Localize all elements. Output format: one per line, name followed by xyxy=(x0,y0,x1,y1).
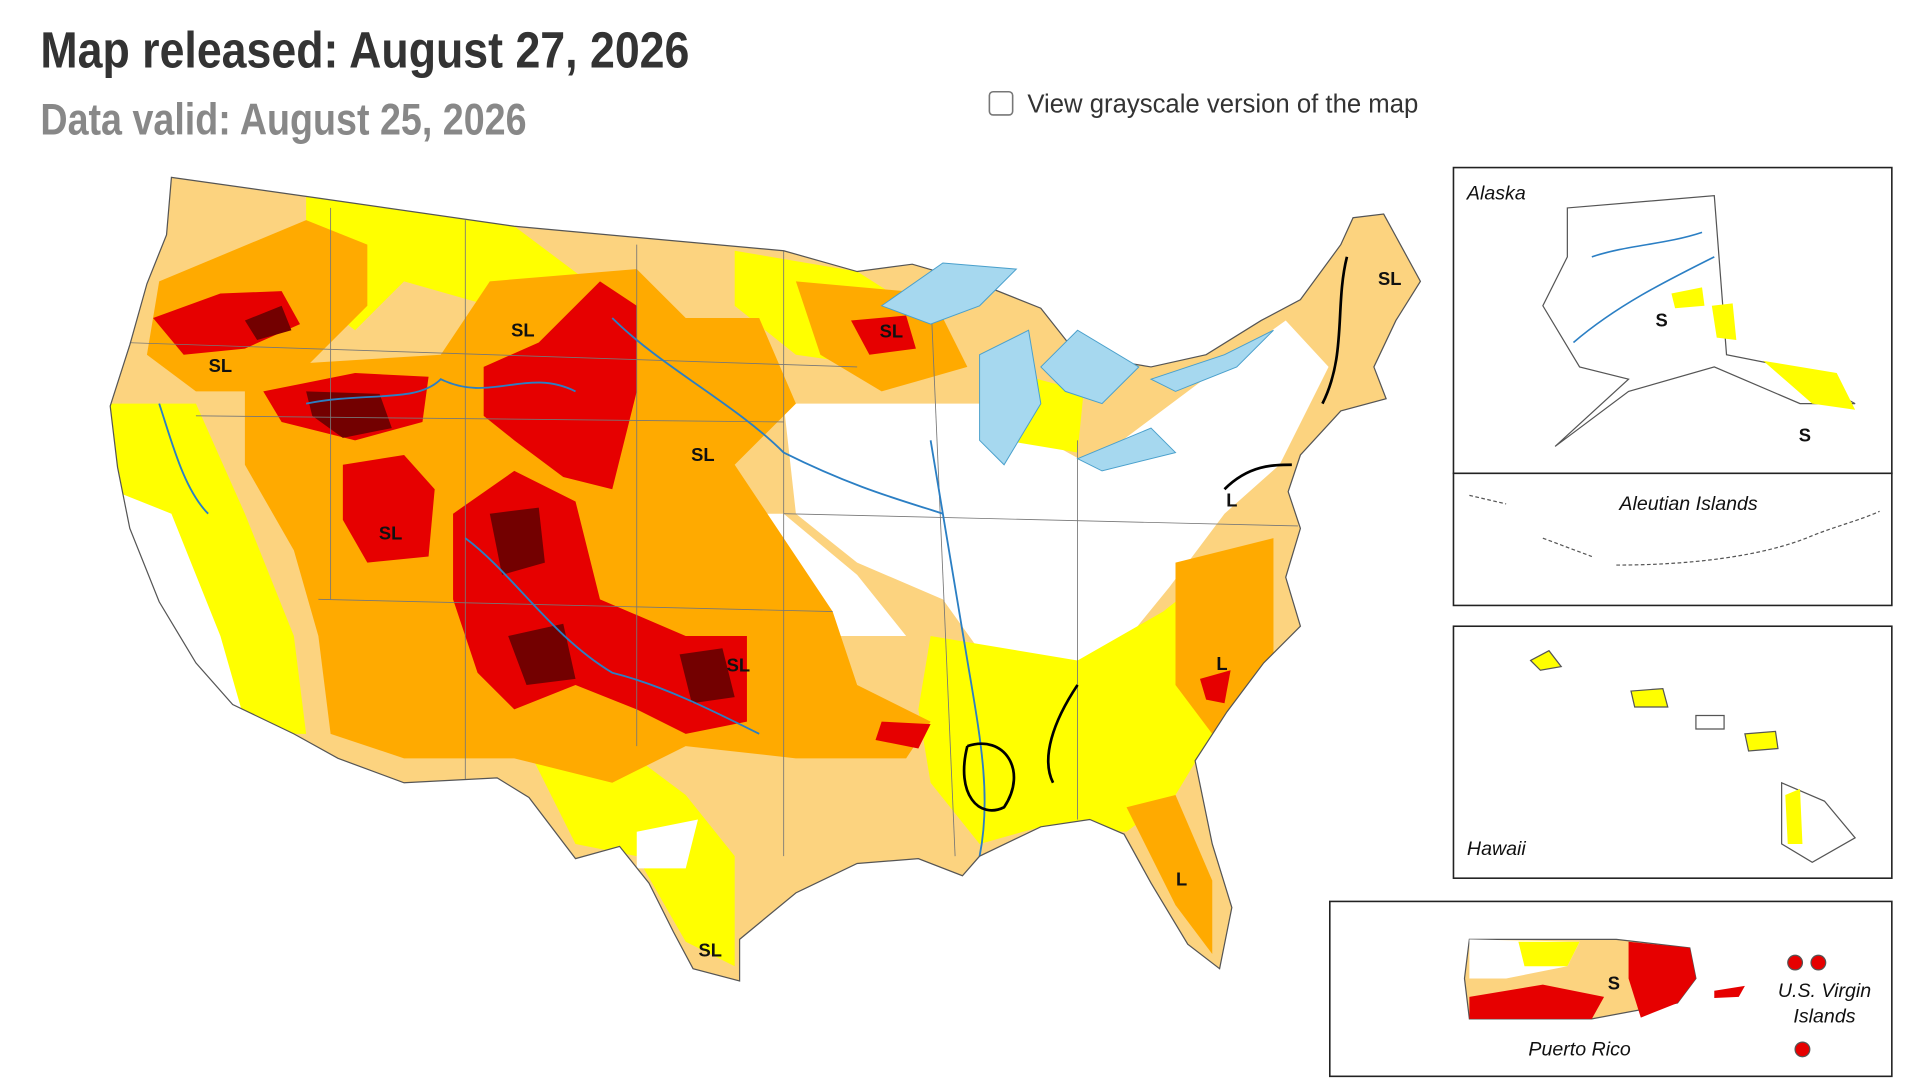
grayscale-checkbox[interactable] xyxy=(988,90,1014,116)
drought-area xyxy=(1126,795,1213,955)
impact-label: L xyxy=(1176,868,1187,889)
impact-boundary xyxy=(1321,256,1349,405)
drought-area xyxy=(153,291,300,355)
impact-label: L xyxy=(1216,653,1227,674)
insets: Alaska Aleutian Islands Hawaii Puerto Rico U… xyxy=(1329,166,1893,1078)
vieques xyxy=(1714,985,1745,999)
impact-boundary xyxy=(962,742,1016,812)
puerto-rico-d3 xyxy=(1628,941,1696,1018)
drought-area xyxy=(1200,670,1231,704)
state-border xyxy=(195,415,784,423)
hawaii-island xyxy=(1529,649,1563,671)
drought-areas xyxy=(110,195,1329,967)
drought-area xyxy=(679,648,735,704)
drought-area xyxy=(508,623,576,685)
river xyxy=(611,317,944,515)
virgin-island xyxy=(1810,954,1827,971)
virgin-island xyxy=(1787,954,1804,971)
impact-boundary xyxy=(1046,684,1079,784)
impact-label: SL xyxy=(511,319,534,340)
aleutian-chain xyxy=(1469,494,1880,566)
great-lake xyxy=(979,329,1042,466)
title: Map released: August 27, 2026 xyxy=(40,20,689,78)
hawaii-island xyxy=(1630,687,1669,708)
inset-title: U.S. Virgin xyxy=(1778,980,1871,1002)
inset-title: Alaska xyxy=(1466,182,1526,204)
impact-label: L xyxy=(1226,489,1237,510)
state-border xyxy=(122,342,858,368)
conus-map: SL SL SL SL SL SL L SL L L SL xyxy=(109,176,1422,982)
inset-title: Hawaii xyxy=(1467,838,1526,860)
impact-label: SL xyxy=(880,321,903,342)
impact-label: SL xyxy=(698,939,721,960)
drought-area xyxy=(851,315,916,355)
state-border xyxy=(930,293,956,857)
impact-label: S xyxy=(1608,972,1620,993)
impact-label: S xyxy=(1656,310,1668,331)
drought-area xyxy=(306,391,392,438)
puerto-rico-d3 xyxy=(1469,984,1605,1019)
inset-title: Islands xyxy=(1793,1006,1855,1028)
drought-area xyxy=(1175,538,1274,734)
impact-label: SL xyxy=(727,654,750,675)
impact-boundary xyxy=(1223,463,1292,491)
alaska-drought xyxy=(1711,303,1737,341)
state-border xyxy=(318,598,833,612)
great-lake xyxy=(1149,329,1274,392)
drought-area xyxy=(526,746,735,967)
inset-title: Puerto Rico xyxy=(1528,1039,1630,1061)
drought-area xyxy=(489,507,545,575)
impact-label: SL xyxy=(209,355,232,376)
river xyxy=(929,440,986,857)
great-lake xyxy=(1040,329,1140,405)
drought-area xyxy=(875,721,931,749)
impact-label: SL xyxy=(1378,268,1401,289)
virgin-island xyxy=(1794,1041,1811,1058)
impact-label: SL xyxy=(379,522,402,543)
drought-area xyxy=(783,320,1329,685)
drought-area xyxy=(636,819,698,869)
drought-area xyxy=(342,454,435,563)
hawaii-island xyxy=(1695,714,1725,730)
alaska-drought xyxy=(1671,287,1705,309)
drought-area xyxy=(244,305,292,341)
great-lake xyxy=(1076,427,1177,472)
river xyxy=(464,537,760,735)
state-border xyxy=(783,513,1298,527)
subtitle: Data valid: August 25, 2026 xyxy=(40,96,526,145)
alaska-river xyxy=(1572,231,1715,344)
hawaii-island xyxy=(1744,730,1779,752)
river xyxy=(158,403,209,515)
inset-title: Aleutian Islands xyxy=(1618,493,1758,515)
impact-label: S xyxy=(1799,424,1811,445)
great-lake xyxy=(880,262,1018,325)
alaska-drought xyxy=(1763,360,1856,410)
hawaii-drought xyxy=(1785,788,1803,844)
grayscale-label[interactable]: View grayscale version of the map xyxy=(1027,91,1418,119)
us-outline xyxy=(109,176,1422,982)
alaska-shape xyxy=(1542,195,1856,447)
impact-label: SL xyxy=(691,444,714,465)
river xyxy=(305,378,576,405)
inset-frame xyxy=(1452,472,1893,607)
puerto-rico-d1 xyxy=(1518,941,1580,967)
